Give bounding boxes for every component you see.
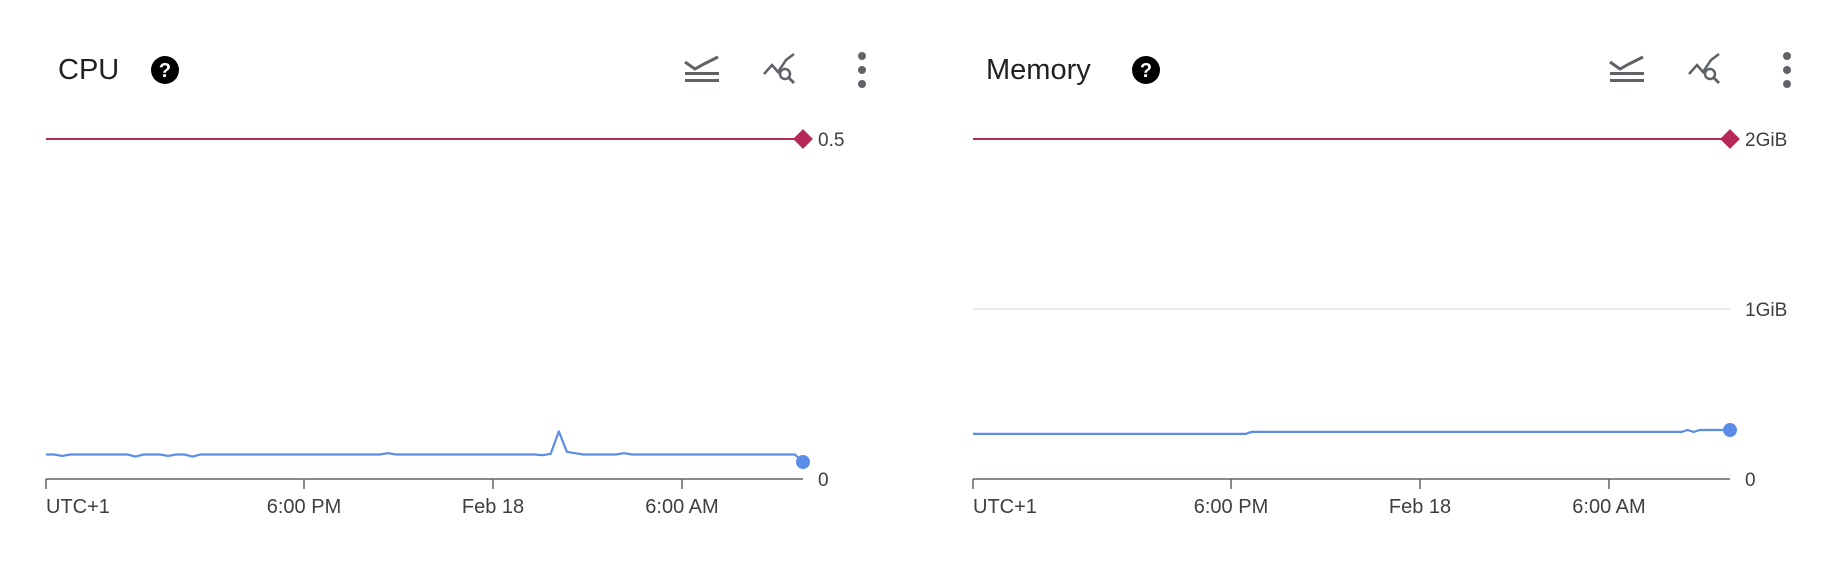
- memory-card-header: Memory ?: [927, 0, 1834, 140]
- memory-card: Memory ? UTC+1 6:00 PM Feb 18 6:00 AM 2GiB 1G…: [927, 0, 1834, 562]
- cpu-chart: UTC+1 6:00 PM Feb 18 6:00 AM 0.5 0: [45, 129, 844, 518]
- memory-chart-title: Memory: [986, 54, 1091, 86]
- threshold-marker[interactable]: [1720, 129, 1740, 149]
- stacked-lines-icon[interactable]: [1607, 52, 1647, 88]
- cpu-chart-title: CPU: [58, 54, 120, 86]
- x-tick-label: 6:00 AM: [1572, 496, 1645, 518]
- threshold-marker[interactable]: [793, 129, 813, 149]
- cpu-card: CPU ? UTC+1 6:00 PM Feb 18 6:00 AM 0.5 0: [0, 0, 917, 518]
- explore-chart-icon[interactable]: [1687, 52, 1727, 88]
- y-tick-label: 1GiB: [1745, 300, 1787, 321]
- x-tick-label: 6:00 PM: [267, 496, 341, 518]
- memory-last-point[interactable]: [1723, 423, 1737, 438]
- x-tick-label: UTC+1: [973, 496, 1037, 518]
- more-vert-icon[interactable]: [1767, 52, 1807, 88]
- svg-text:?: ?: [1140, 60, 1152, 82]
- cpu-card-header: CPU ?: [0, 0, 917, 140]
- help-icon[interactable]: ?: [1131, 55, 1161, 85]
- x-tick-label: Feb 18: [1389, 496, 1451, 518]
- more-vert-icon[interactable]: [842, 52, 882, 88]
- y-tick-label: 0: [1745, 470, 1756, 491]
- svg-text:?: ?: [159, 60, 171, 82]
- x-tick-label: 6:00 PM: [1194, 496, 1268, 518]
- stacked-lines-icon[interactable]: [682, 52, 722, 88]
- y-tick-label: 0: [818, 470, 829, 491]
- x-tick-label: UTC+1: [46, 496, 110, 518]
- memory-series-line[interactable]: [973, 428, 1730, 435]
- cpu-last-point[interactable]: [796, 455, 810, 469]
- cpu-series-line[interactable]: [46, 430, 804, 463]
- y-tick-label: 2GiB: [1745, 130, 1787, 151]
- explore-chart-icon[interactable]: [762, 52, 802, 88]
- help-icon[interactable]: ?: [150, 55, 180, 85]
- y-tick-label: 0.5: [818, 130, 844, 151]
- memory-chart: UTC+1 6:00 PM Feb 18 6:00 AM 2GiB 1GiB 0: [972, 129, 1787, 518]
- x-tick-label: 6:00 AM: [645, 496, 718, 518]
- x-tick-label: Feb 18: [462, 496, 524, 518]
